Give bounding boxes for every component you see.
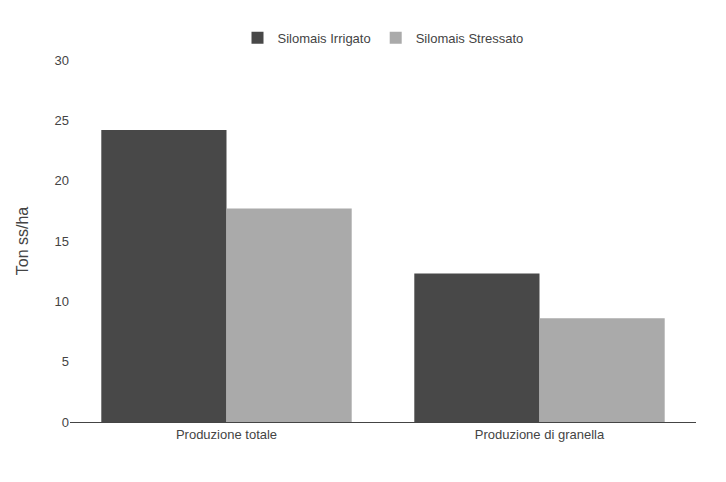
svg-text:Produzione di granella: Produzione di granella — [475, 427, 605, 442]
svg-text:0: 0 — [62, 415, 69, 430]
svg-text:30: 30 — [55, 53, 69, 68]
svg-text:15: 15 — [55, 234, 69, 249]
svg-text:Silomais Irrigato: Silomais Irrigato — [278, 31, 371, 46]
svg-text:Silomais Stressato: Silomais Stressato — [416, 31, 524, 46]
svg-text:Ton ss/ha: Ton ss/ha — [14, 207, 31, 276]
svg-text:20: 20 — [55, 173, 69, 188]
svg-text:Produzione totale: Produzione totale — [176, 427, 277, 442]
svg-text:10: 10 — [55, 294, 69, 309]
svg-text:5: 5 — [62, 354, 69, 369]
svg-text:25: 25 — [55, 113, 69, 128]
